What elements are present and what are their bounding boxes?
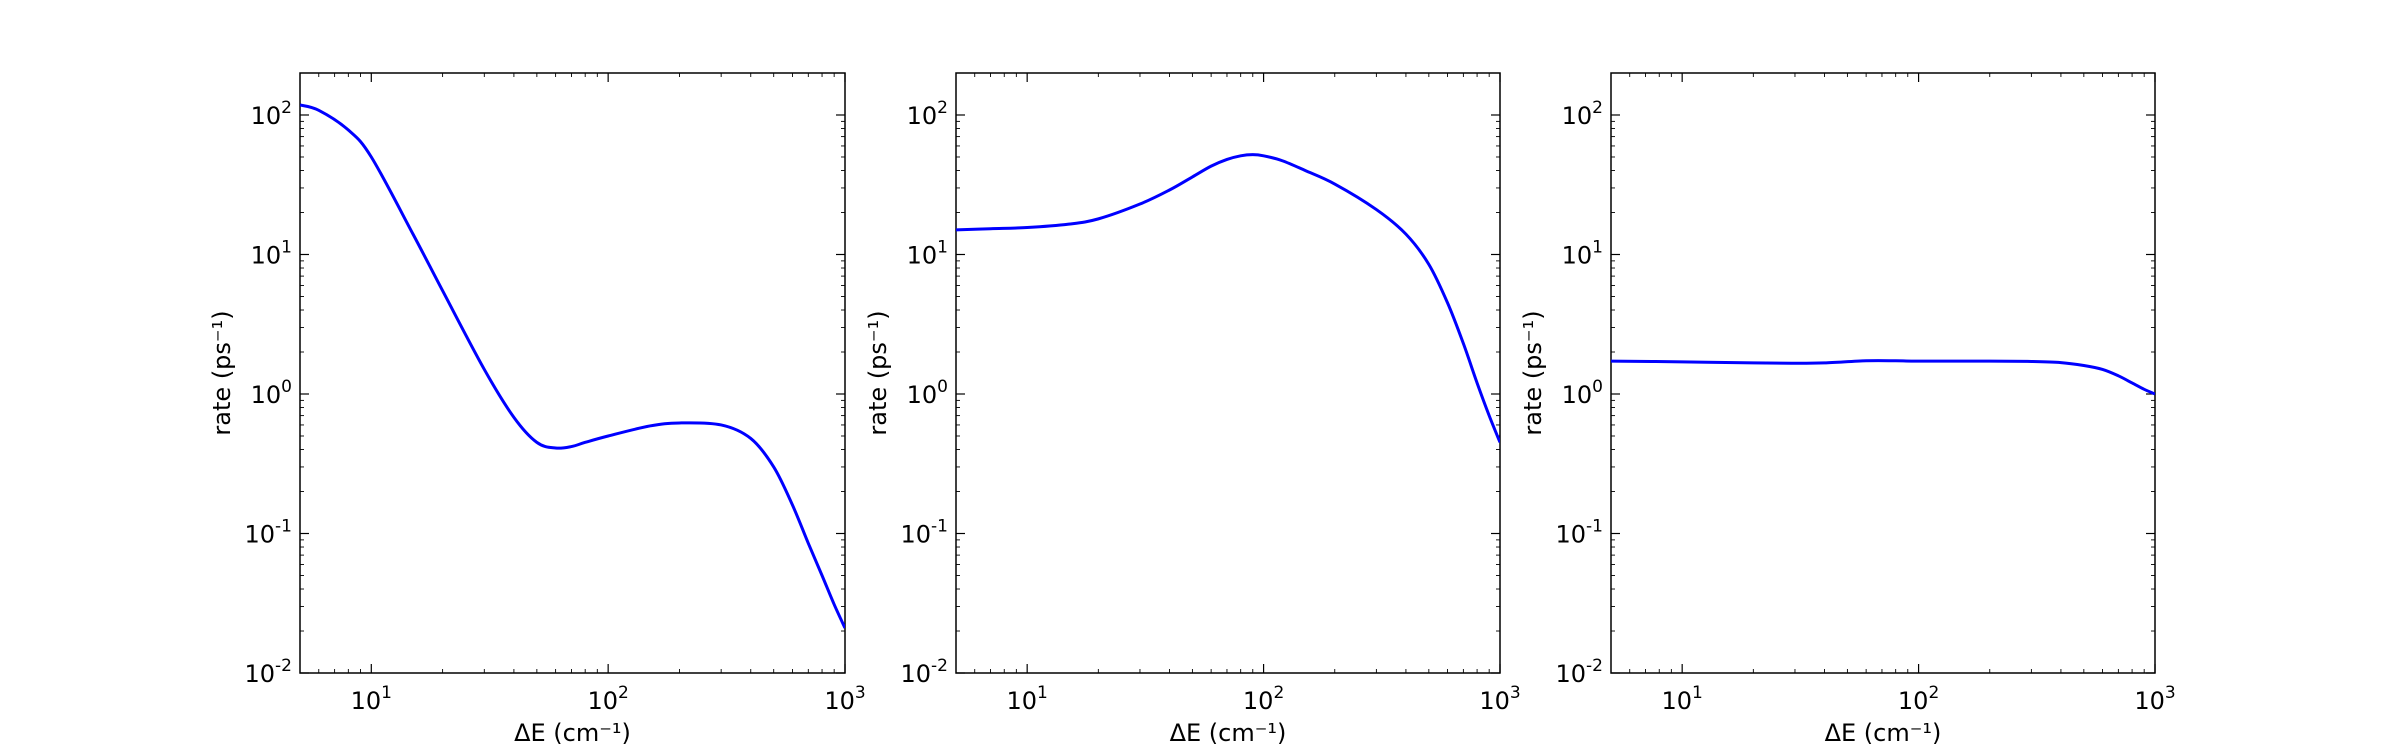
y-tick-label: 10-2 <box>901 656 949 688</box>
series-line <box>300 103 845 629</box>
y-tick-label: 101 <box>1562 237 1603 269</box>
y-tick-label: 102 <box>1562 98 1603 130</box>
plot-frame <box>955 72 1501 674</box>
x-tick-label: 103 <box>1479 683 1520 715</box>
chart-panel-2: 101 102 103 10-2 10-1 100 101 102 ΔE (cm⁻¹) rate … <box>864 72 1521 747</box>
y-tick-label: 100 <box>251 377 292 409</box>
x-tick-label: 102 <box>1243 683 1284 715</box>
x-tick-label: 102 <box>587 683 628 715</box>
x-tick-label: 102 <box>1898 683 1939 715</box>
series-line <box>956 153 1500 443</box>
y-tick-label: 101 <box>907 237 948 269</box>
y-tick-label: 101 <box>251 237 292 269</box>
x-tick-label: 101 <box>1661 683 1702 715</box>
x-tick-label: 103 <box>824 683 865 715</box>
plot-frame <box>1610 72 2156 674</box>
plot-frame <box>299 72 846 674</box>
x-tick-label: 101 <box>351 683 392 715</box>
y-tick-label: 10-1 <box>1556 516 1604 548</box>
chart-panel-1: 101 102 103 10-2 10-1 100 101 102 ΔE (cm⁻¹) rate … <box>208 72 866 747</box>
y-axis-label: rate (ps⁻¹) <box>1519 310 1547 435</box>
y-tick-label: 10-2 <box>245 656 293 688</box>
x-axis-label: ΔE (cm⁻¹) <box>1170 719 1287 747</box>
series-line <box>1611 359 2155 396</box>
y-tick-label: 10-1 <box>245 516 293 548</box>
chart-panel-3: 101 102 103 10-2 10-1 100 101 102 ΔE (cm⁻¹) rate … <box>1519 72 2176 747</box>
y-tick-label: 100 <box>907 377 948 409</box>
x-axis-label: ΔE (cm⁻¹) <box>514 719 631 747</box>
y-tick-label: 102 <box>907 98 948 130</box>
x-axis-label: ΔE (cm⁻¹) <box>1825 719 1942 747</box>
y-tick-label: 100 <box>1562 377 1603 409</box>
y-tick-label: 10-1 <box>901 516 949 548</box>
y-axis-label: rate (ps⁻¹) <box>864 310 892 435</box>
y-tick-label: 10-2 <box>1556 656 1604 688</box>
x-tick-label: 101 <box>1006 683 1047 715</box>
x-tick-label: 103 <box>2134 683 2175 715</box>
y-tick-label: 102 <box>251 98 292 130</box>
y-axis-label: rate (ps⁻¹) <box>208 310 236 435</box>
